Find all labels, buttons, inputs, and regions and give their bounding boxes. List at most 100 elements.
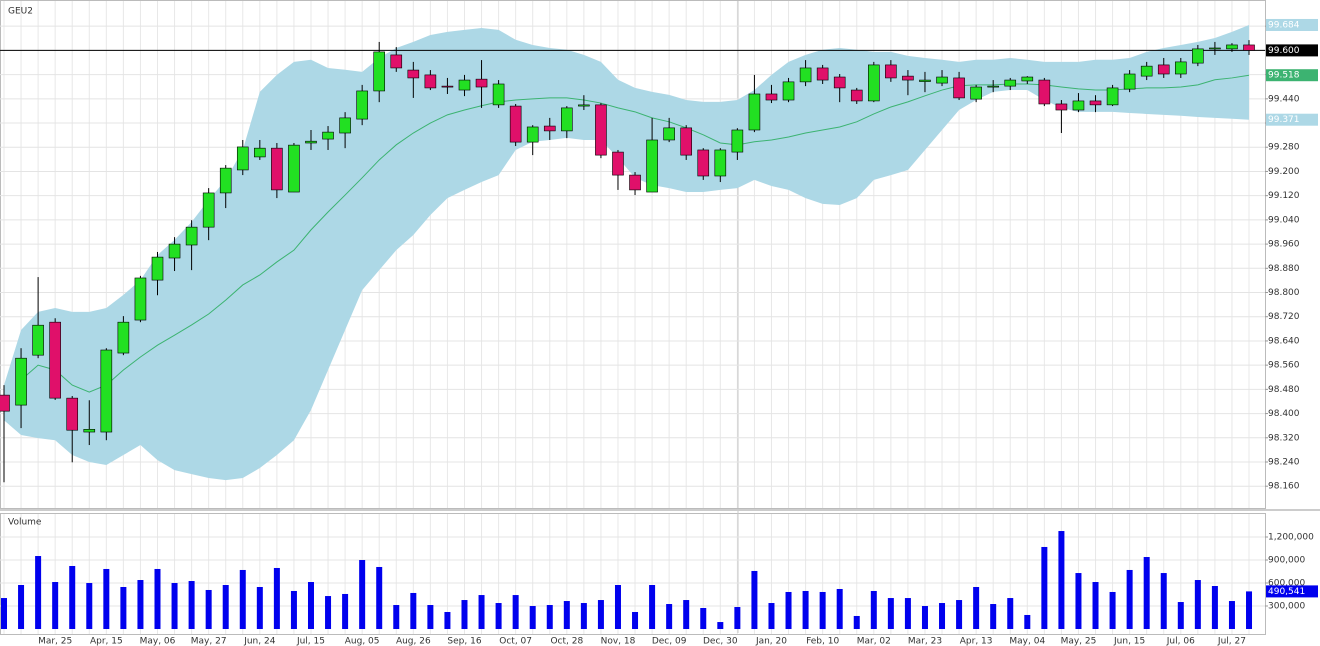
volume-bar: [546, 605, 553, 630]
y-tick-label: 98.720: [1268, 312, 1300, 322]
candle-body: [32, 324, 44, 356]
candle-body: [271, 147, 283, 191]
volume-bar: [666, 604, 673, 630]
volume-bar: [1194, 580, 1201, 630]
y-tick-label: 600,000: [1268, 579, 1305, 589]
candle-body: [543, 125, 556, 132]
volume-bar: [956, 600, 963, 630]
candle-body: [680, 127, 693, 156]
candle-body: [526, 126, 539, 143]
volume-bar: [751, 570, 758, 630]
y-tick-label: 98.560: [1268, 361, 1300, 371]
candle-body: [168, 243, 181, 259]
x-tick-label: Apr, 15: [90, 637, 123, 646]
volume-bar: [239, 569, 246, 630]
price-frame: [0, 0, 1266, 509]
candle-body: [458, 79, 471, 91]
volume-bar: [120, 586, 127, 630]
candle-body: [578, 104, 590, 107]
y-tick-label: 1,200,000: [1268, 533, 1314, 543]
volume-bar: [904, 598, 911, 630]
y-tick-label: 98.880: [1268, 264, 1300, 274]
volume-bar: [990, 604, 997, 630]
value-box-label: 99.600: [1268, 46, 1300, 56]
x-tick-label: May, 25: [1061, 637, 1097, 646]
volume-bar: [478, 595, 485, 630]
volume-bar: [1041, 546, 1048, 630]
x-tick-label: Mar, 25: [38, 637, 72, 646]
candle-body: [441, 85, 454, 88]
y-tick-label: 99.280: [1268, 143, 1300, 153]
x-tick-label: May, 27: [191, 637, 227, 646]
volume-bar: [307, 582, 314, 630]
value-box: [1266, 44, 1318, 57]
x-tick-label: Jul, 15: [296, 637, 325, 646]
candle-body: [1055, 103, 1068, 111]
bollinger-band: [4, 24, 1250, 481]
volume-bar: [410, 592, 417, 630]
volume-bar: [853, 615, 860, 630]
volume-bar: [86, 583, 93, 630]
volume-bar: [461, 600, 468, 630]
value-box: [1266, 113, 1318, 126]
candle-body: [748, 93, 761, 131]
candle-body: [868, 64, 880, 102]
y-tick-label: 98.400: [1268, 409, 1300, 419]
candle-body: [254, 147, 266, 158]
volume-bar: [632, 611, 639, 630]
volume-bar: [836, 588, 843, 630]
volume-bar: [614, 585, 621, 630]
value-box-label: 99.684: [1268, 20, 1300, 30]
x-tick-label: Mar, 23: [908, 637, 942, 646]
candle-body: [356, 90, 368, 120]
volume-bar: [273, 567, 280, 630]
candle-body: [612, 151, 624, 176]
y-tick-label: 99.120: [1268, 191, 1300, 201]
x-tick-label: May, 06: [140, 637, 176, 646]
y-tick-label: 99.040: [1268, 215, 1300, 225]
volume-bar: [1143, 557, 1150, 630]
candle-body: [816, 67, 829, 81]
candle-body: [663, 127, 675, 141]
candle-body: [919, 79, 931, 82]
candle-body: [424, 74, 437, 89]
value-box: [1266, 18, 1318, 31]
volume-bar: [290, 590, 297, 630]
volume-bar: [649, 585, 656, 630]
volume-bar: [256, 586, 263, 630]
y-tick-label: 98.320: [1268, 433, 1300, 443]
candle-body: [1106, 87, 1119, 106]
y-tick-label: 300,000: [1268, 602, 1305, 612]
candle-body: [799, 67, 812, 83]
x-tick-label: Sep, 16: [447, 637, 481, 646]
volume-bar: [1177, 602, 1184, 630]
volume-bar: [18, 585, 25, 630]
candle-body: [850, 89, 863, 102]
value-box: [1266, 585, 1318, 598]
candle-body: [1038, 79, 1051, 105]
volume-bar: [1007, 598, 1014, 630]
candle-body: [714, 149, 727, 177]
volume-bar: [222, 585, 229, 630]
x-tick-label: Oct, 28: [550, 637, 583, 646]
volume-bar: [376, 566, 383, 630]
candle-body: [185, 226, 198, 246]
candle-body: [492, 83, 505, 106]
y-tick-label: 98.960: [1268, 240, 1300, 250]
volume-frame: [0, 513, 1266, 635]
candle-body: [66, 397, 79, 431]
volume-bar: [1058, 531, 1065, 630]
volume-bar: [580, 603, 587, 630]
volume-bar: [1126, 569, 1133, 630]
candle-body: [509, 105, 522, 143]
candle-body: [0, 394, 10, 412]
volume-bar: [597, 600, 604, 630]
volume-bar: [1092, 582, 1099, 630]
volume-bar: [1109, 591, 1116, 630]
candle-body: [151, 256, 164, 281]
candle-body: [1089, 100, 1102, 106]
volume-bar: [768, 603, 775, 630]
volume-bar: [188, 581, 195, 630]
y-tick-label: 98.160: [1268, 482, 1300, 492]
candle-body: [1243, 44, 1255, 51]
